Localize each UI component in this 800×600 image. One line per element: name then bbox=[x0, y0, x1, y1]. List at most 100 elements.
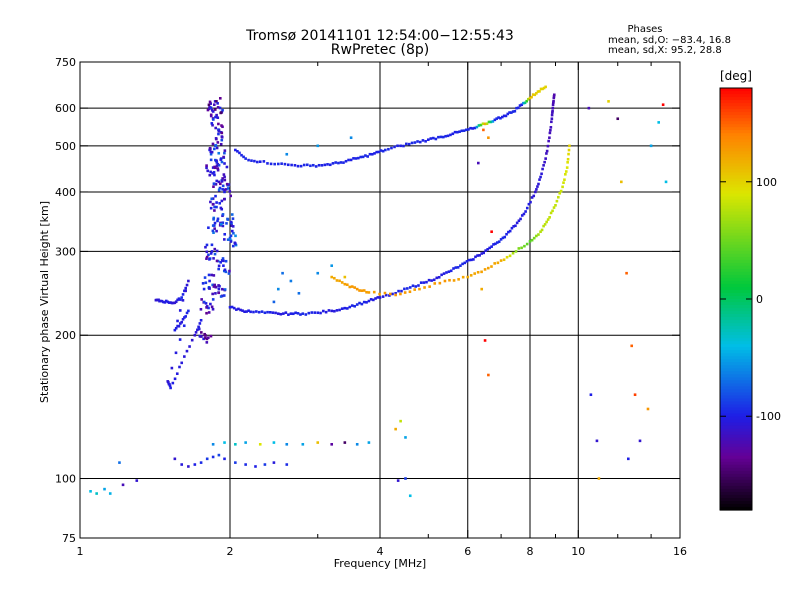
data-point-fill bbox=[304, 313, 308, 316]
data-point-fill bbox=[214, 183, 218, 186]
data-point-fill bbox=[213, 108, 217, 111]
data-point bbox=[551, 103, 555, 107]
data-point-fill bbox=[531, 93, 535, 96]
data-point-fill bbox=[417, 284, 420, 287]
colorbar-band bbox=[720, 467, 752, 472]
data-point-fill bbox=[176, 298, 179, 302]
data-point-fill bbox=[202, 287, 206, 291]
data-point-fill bbox=[208, 287, 211, 290]
data-point-fill bbox=[217, 129, 221, 133]
data-point-fill bbox=[502, 258, 506, 262]
data-point bbox=[208, 279, 211, 283]
data-point-fill bbox=[177, 324, 181, 328]
data-point-fill bbox=[215, 229, 218, 233]
data-point-fill bbox=[496, 261, 500, 265]
data-point-fill bbox=[478, 254, 481, 257]
data-point-fill bbox=[219, 158, 223, 161]
data-point bbox=[565, 166, 569, 169]
colorbar-band bbox=[720, 235, 752, 240]
colorbar-band bbox=[720, 473, 752, 478]
data-point-fill bbox=[432, 136, 435, 140]
colorbar-band bbox=[720, 365, 752, 369]
colorbar-label: [deg] bbox=[720, 69, 752, 83]
data-point bbox=[343, 306, 347, 310]
data-point-fill bbox=[320, 164, 324, 167]
data-point bbox=[234, 443, 237, 446]
data-point bbox=[534, 190, 537, 194]
data-point-fill bbox=[222, 197, 226, 201]
data-point-fill bbox=[313, 311, 317, 314]
data-point-fill bbox=[256, 160, 259, 164]
data-point-fill bbox=[410, 141, 414, 145]
colorbar-band bbox=[720, 341, 752, 345]
data-point bbox=[408, 286, 412, 289]
data-point-fill bbox=[223, 162, 226, 165]
colorbar-band bbox=[720, 214, 752, 219]
data-point-fill bbox=[213, 166, 217, 170]
data-point-fill bbox=[449, 133, 452, 137]
colorbar-band bbox=[720, 497, 752, 502]
data-point-fill bbox=[518, 104, 522, 107]
colorbar-band bbox=[720, 410, 752, 415]
data-point-fill bbox=[379, 149, 383, 152]
data-point-fill bbox=[370, 152, 374, 156]
data-point-fill bbox=[390, 146, 393, 150]
colorbar-band bbox=[720, 97, 752, 101]
data-point-fill bbox=[541, 167, 544, 171]
data-point-fill bbox=[353, 286, 357, 289]
colorbar-band bbox=[720, 419, 752, 424]
data-point bbox=[514, 250, 518, 253]
data-point bbox=[399, 419, 402, 423]
data-point-fill bbox=[567, 152, 570, 156]
data-point-fill bbox=[203, 276, 207, 279]
data-point-fill bbox=[558, 191, 562, 195]
data-point-fill bbox=[204, 334, 207, 337]
data-point-fill bbox=[440, 273, 443, 277]
data-point-fill bbox=[384, 293, 388, 297]
data-point-fill bbox=[555, 199, 559, 203]
colorbar-band bbox=[720, 181, 752, 186]
data-point-fill bbox=[465, 260, 469, 263]
data-point-fill bbox=[452, 279, 456, 282]
y-tick-label: 400 bbox=[55, 186, 76, 199]
colorbar-band bbox=[720, 133, 752, 137]
y-tick-label: 750 bbox=[55, 56, 76, 69]
data-point-fill bbox=[474, 255, 477, 259]
data-point-fill bbox=[358, 301, 361, 305]
data-point-fill bbox=[364, 154, 367, 157]
data-point-fill bbox=[512, 225, 515, 228]
data-point-fill bbox=[245, 310, 248, 313]
colorbar-band bbox=[720, 338, 752, 342]
data-point-fill bbox=[294, 311, 297, 315]
colorbar-band bbox=[720, 286, 752, 291]
data-point-fill bbox=[331, 162, 335, 165]
data-point-fill bbox=[508, 254, 512, 258]
data-point-fill bbox=[216, 168, 220, 172]
data-point-fill bbox=[497, 116, 500, 119]
data-point-fill bbox=[219, 222, 223, 226]
data-point bbox=[597, 477, 601, 480]
data-point bbox=[625, 271, 628, 275]
data-point-fill bbox=[183, 316, 186, 319]
data-point-fill bbox=[551, 209, 554, 213]
data-point-fill bbox=[190, 338, 194, 342]
data-point-fill bbox=[527, 202, 531, 206]
data-point-fill bbox=[319, 311, 322, 315]
x-tick-label: 16 bbox=[673, 545, 687, 558]
data-point-fill bbox=[238, 151, 241, 155]
data-point-fill bbox=[209, 150, 213, 154]
data-point-fill bbox=[216, 116, 220, 120]
data-point bbox=[477, 161, 480, 165]
data-point-fill bbox=[437, 135, 440, 139]
colorbar-band bbox=[720, 380, 752, 384]
colorbar-band bbox=[720, 464, 752, 469]
data-point-fill bbox=[174, 326, 178, 330]
data-point-fill bbox=[226, 217, 229, 221]
y-tick-label: 200 bbox=[55, 329, 76, 342]
data-point bbox=[121, 483, 125, 487]
colorbar-band bbox=[720, 494, 752, 499]
data-point-fill bbox=[501, 236, 505, 240]
data-point-fill bbox=[434, 137, 438, 141]
colorbar-band bbox=[720, 422, 752, 427]
data-point-fill bbox=[260, 310, 264, 313]
